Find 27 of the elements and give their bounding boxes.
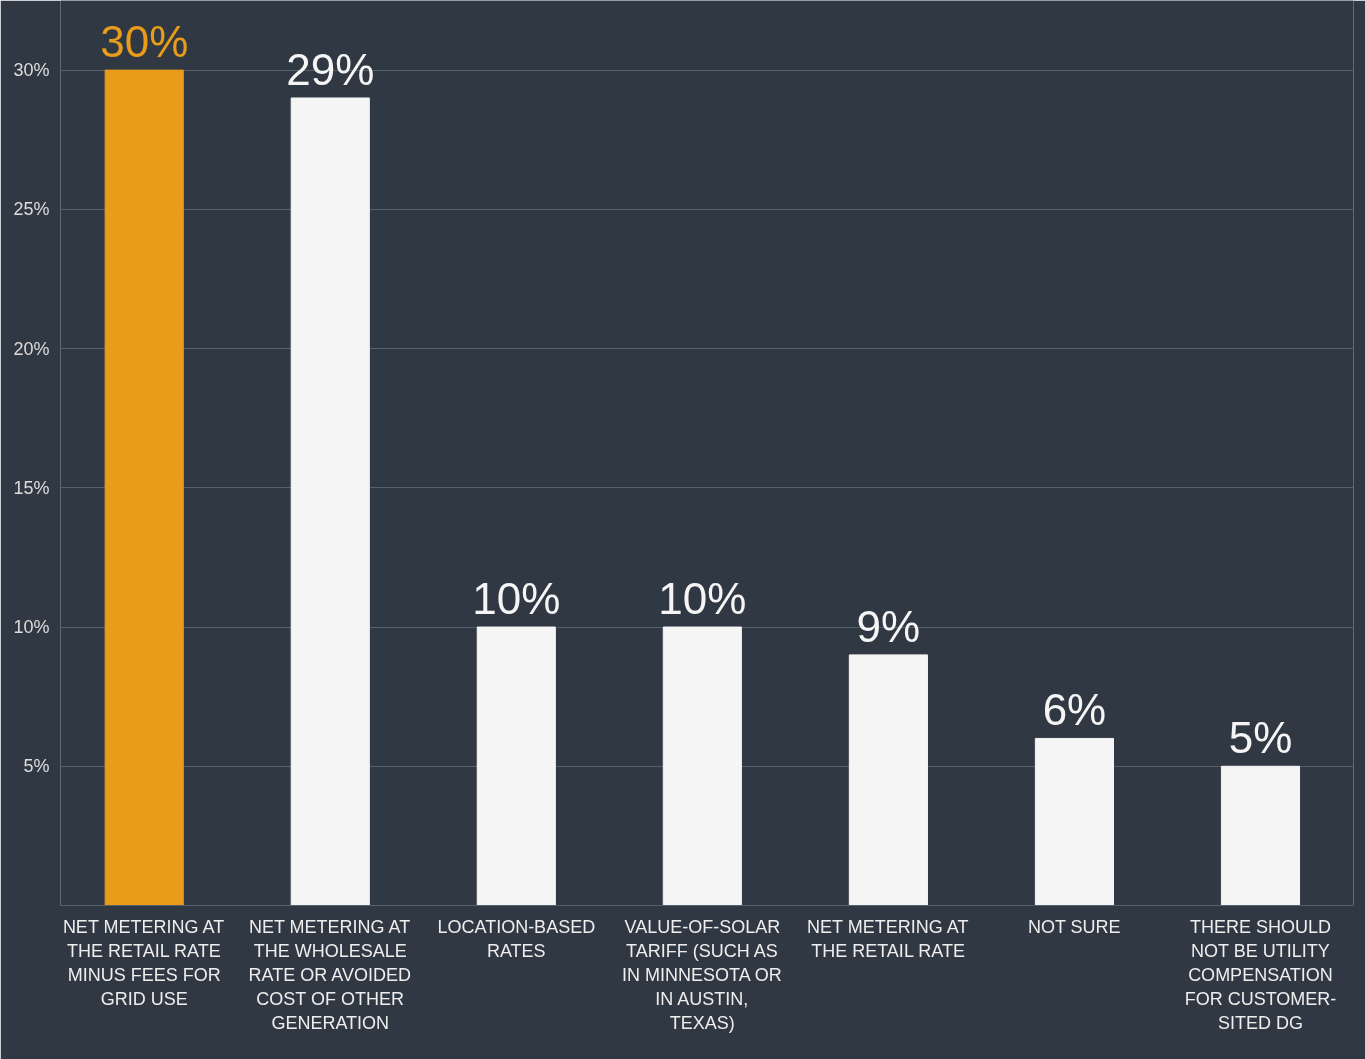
y-tick-label: 15% [13, 477, 50, 498]
data-label: 29% [286, 44, 375, 94]
y-tick-label: 10% [13, 617, 50, 638]
bar [1220, 765, 1301, 906]
x-tick-label: LOCATION-BASED RATES [437, 916, 596, 961]
x-tick-label: NET METERING AT THE RETAIL RATE MINUS FEES FOR GRID USE [62, 916, 225, 1009]
bar [104, 69, 184, 906]
x-tick-label: VALUE-OF-SOLAR TARIFF (SUCH AS IN MINNESOTA OR IN AUSTIN, TEXAS) [622, 916, 782, 1033]
x-tick-label: NET METERING AT THE RETAIL RATE [807, 916, 969, 961]
x-tick-label: THERE SHOULD NOT BE UTILITY COMPENSATION FOR CUSTOMER-SITED DG [1184, 916, 1337, 1033]
bar [290, 97, 370, 906]
y-tick-label: 30% [13, 60, 50, 81]
bar [1034, 737, 1114, 906]
data-label: 6% [1042, 685, 1107, 735]
y-tick-label: 5% [23, 756, 50, 777]
data-label: 10% [658, 574, 747, 624]
bar [476, 626, 556, 906]
x-tick-label: NOT SURE [1027, 916, 1121, 937]
y-tick-label: 20% [13, 338, 50, 359]
bar [848, 654, 928, 906]
data-label: 10% [472, 574, 561, 624]
data-label: 30% [100, 17, 189, 67]
data-label: 5% [1228, 713, 1293, 763]
data-label: 9% [856, 601, 921, 651]
bar [662, 626, 742, 906]
y-tick-label: 25% [13, 199, 50, 220]
x-tick-label: NET METERING AT THE WHOLESALE RATE OR AVOIDED COST OF OTHER GENERATION [248, 916, 411, 1033]
